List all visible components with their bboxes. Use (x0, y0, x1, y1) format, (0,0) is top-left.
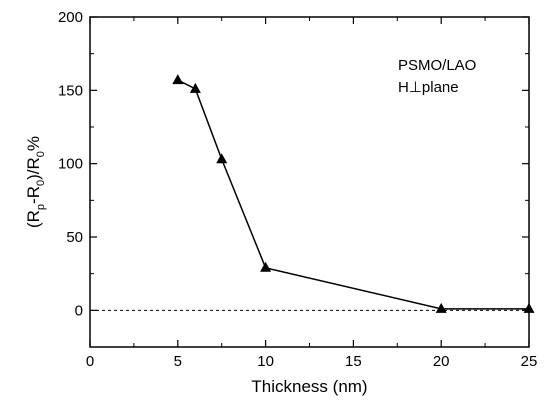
data-point-marker (189, 82, 201, 93)
x-tick-label: 20 (433, 353, 450, 370)
data-point-marker (523, 302, 535, 313)
data-point-marker (216, 153, 228, 164)
y-tick-label: 200 (58, 9, 83, 26)
x-tick-label: 15 (345, 353, 362, 370)
series-markers (172, 74, 535, 313)
annotation-sample: PSMO/LAO (398, 57, 476, 74)
x-tick-label: 0 (86, 353, 94, 370)
y-tick-label: 150 (58, 82, 83, 99)
axis-tick-labels: 0 5 10 15 20 25 0 50 100 150 200 (58, 9, 537, 370)
y-tick-label: 50 (66, 229, 83, 246)
data-point-marker (260, 261, 272, 272)
annotation-field-orientation: H⊥plane (398, 79, 459, 96)
x-tick-label: 25 (521, 353, 538, 370)
x-tick-label: 5 (174, 353, 182, 370)
series-line (177, 79, 529, 310)
x-axis-title: Thickness (nm) (251, 377, 367, 396)
y-tick-label: 100 (58, 156, 83, 173)
x-tick-label: 10 (257, 353, 274, 370)
data-point-marker (435, 302, 447, 313)
y-tick-label: 0 (75, 302, 83, 319)
data-point-marker (172, 74, 184, 85)
y-axis-title: (Rp-R0)/R0% (24, 136, 47, 228)
